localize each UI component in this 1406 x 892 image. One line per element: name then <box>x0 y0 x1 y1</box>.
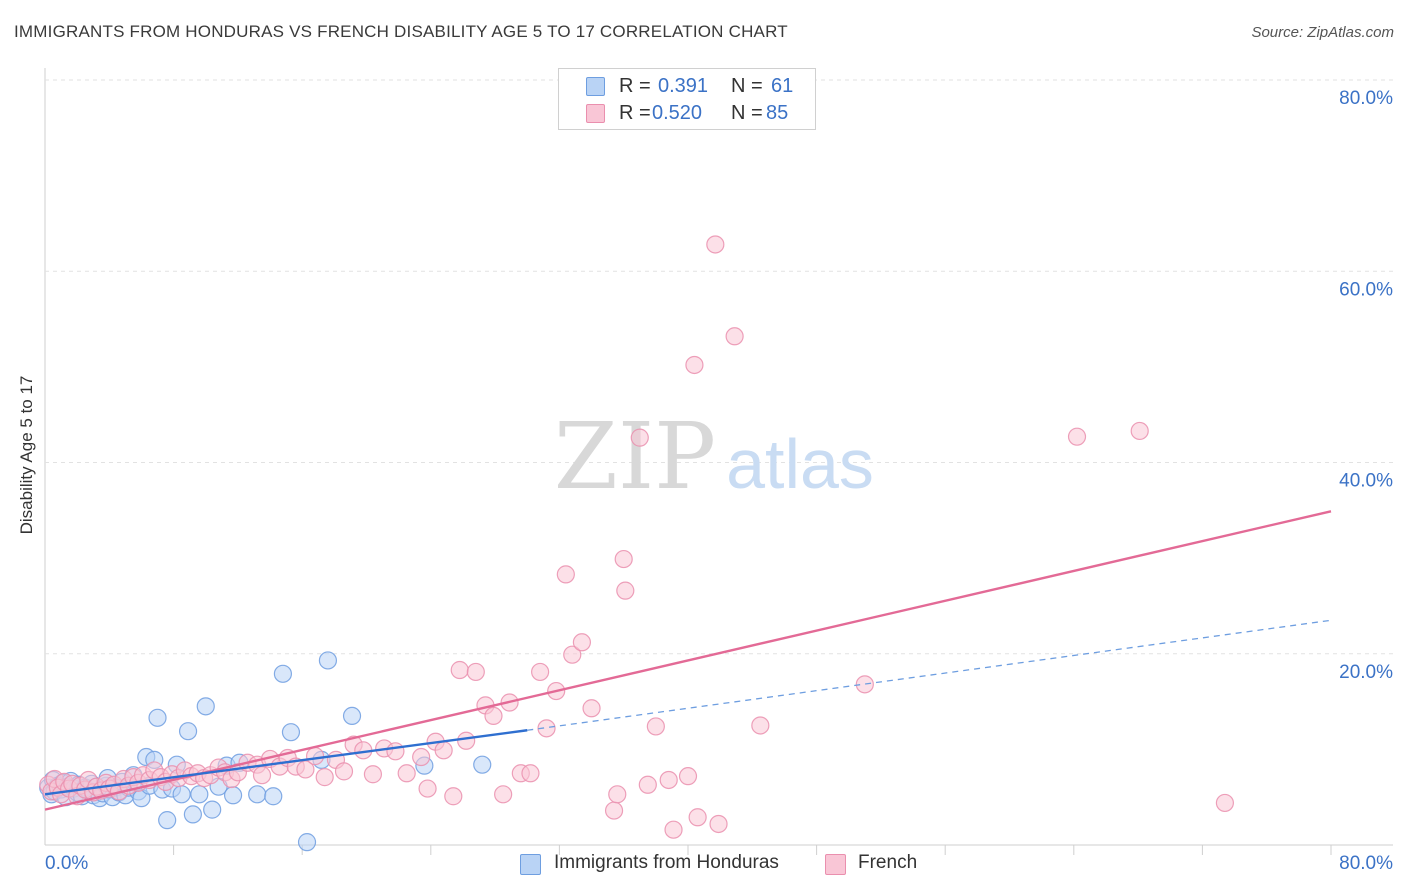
data-point <box>725 327 744 346</box>
data-point <box>1067 427 1087 446</box>
data-point <box>659 770 678 790</box>
x-tick-label: 0.0% <box>45 853 88 874</box>
data-point <box>183 805 202 824</box>
legend-r-value: 0.391 <box>658 75 709 97</box>
data-point <box>604 801 624 820</box>
data-point <box>484 706 503 726</box>
legend-n-value: 85 <box>766 102 789 124</box>
data-point <box>418 779 437 798</box>
legend-r-label: R = <box>619 75 651 97</box>
watermark-atlas: atlas <box>726 425 874 503</box>
data-point <box>751 716 770 735</box>
data-point <box>1130 421 1149 441</box>
data-point <box>664 820 683 839</box>
data-point <box>494 785 513 804</box>
data-point <box>706 235 725 254</box>
data-points <box>39 235 1235 852</box>
data-point <box>434 741 453 760</box>
watermark-zip: ZIP <box>554 403 716 510</box>
legend-label-french: French <box>858 852 918 873</box>
stats-legend: R = 0.391 N = 61 R = 0.520 N = 85 <box>558 68 816 130</box>
legend-row-honduras: R = 0.391 N = 61 <box>559 73 815 101</box>
data-point <box>444 787 463 806</box>
data-point <box>264 787 283 806</box>
data-point <box>646 717 665 736</box>
data-point <box>531 662 550 682</box>
data-point <box>709 814 728 834</box>
data-point <box>688 808 707 827</box>
data-point <box>466 662 485 682</box>
legend-swatch-french <box>825 854 846 875</box>
data-point <box>397 764 416 783</box>
data-point <box>630 428 649 447</box>
data-point <box>473 755 492 774</box>
legend-swatch-honduras <box>520 854 541 875</box>
x-tick-label: 80.0% <box>1339 853 1393 874</box>
data-point <box>1215 793 1235 813</box>
data-point <box>342 706 362 726</box>
data-point <box>616 581 635 600</box>
grid-lines <box>44 68 1393 855</box>
data-point <box>386 742 405 761</box>
y-tick-label: 60.0% <box>1339 279 1393 300</box>
data-point <box>223 786 243 805</box>
data-point <box>203 800 222 819</box>
data-point <box>412 747 431 767</box>
data-point <box>457 731 476 750</box>
legend-n-value: 61 <box>771 75 794 97</box>
legend-r-value: 0.520 <box>652 102 703 124</box>
data-point <box>196 697 215 716</box>
data-point <box>678 767 698 786</box>
data-point <box>273 664 293 683</box>
data-point <box>638 775 657 794</box>
legend-n-label: N = <box>731 75 763 97</box>
legend-n-label: N = <box>731 102 763 124</box>
y-tick-label: 40.0% <box>1339 471 1393 492</box>
data-point <box>572 633 592 652</box>
data-point <box>252 766 272 785</box>
data-point <box>158 811 177 830</box>
legend-swatch-french <box>586 104 605 123</box>
data-point <box>521 764 540 783</box>
data-point <box>296 760 315 779</box>
trend-line-honduras <box>44 729 528 796</box>
data-point <box>334 762 354 781</box>
series-french <box>39 235 1235 839</box>
legend-swatch-honduras <box>586 77 605 96</box>
chart-source: Source: ZipAtlas.com <box>1251 24 1394 41</box>
data-point <box>172 785 191 804</box>
data-point <box>190 785 209 804</box>
data-point <box>537 719 556 738</box>
data-point <box>685 355 704 375</box>
trend-line-honduras-extension <box>527 619 1332 731</box>
data-point <box>363 765 383 784</box>
chart-title: IMMIGRANTS FROM HONDURAS VS FRENCH DISAB… <box>14 22 788 41</box>
data-point <box>148 708 167 727</box>
legend-label-honduras: Immigrants from Honduras <box>554 852 779 873</box>
legend-row-french: R = 0.520 N = 85 <box>559 100 815 128</box>
data-point <box>248 785 267 804</box>
trend-line-french <box>44 510 1332 811</box>
legend-r-label: R = <box>619 102 651 124</box>
data-point <box>450 660 469 680</box>
watermark: ZIP atlas <box>554 403 874 510</box>
data-point <box>556 565 575 584</box>
trend-lines <box>44 510 1332 811</box>
data-point <box>315 768 334 787</box>
data-point <box>178 722 198 741</box>
data-point <box>318 651 338 670</box>
data-point <box>582 699 601 718</box>
data-point <box>855 675 874 694</box>
y-tick-label: 20.0% <box>1339 662 1393 683</box>
data-point <box>297 833 317 852</box>
y-tick-label: 80.0% <box>1339 88 1393 109</box>
data-point <box>563 645 582 664</box>
data-point <box>305 746 325 766</box>
data-point <box>608 785 627 804</box>
tick-labels: 20.0% 40.0% 60.0% 80.0% 0.0% 80.0% <box>45 88 1393 874</box>
data-point <box>281 723 301 742</box>
data-point <box>614 549 633 569</box>
